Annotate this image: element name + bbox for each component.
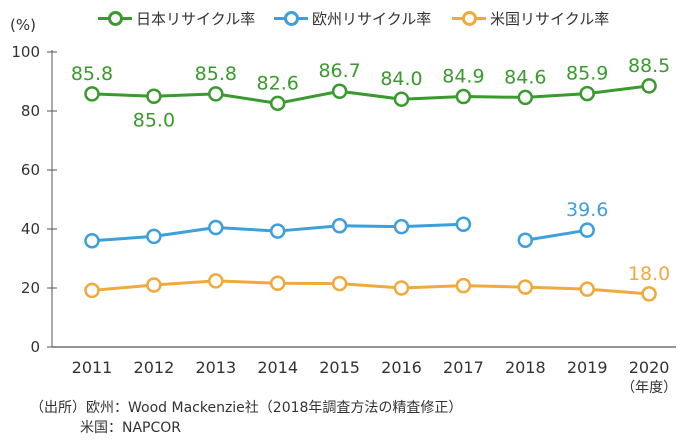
point-europe-2015	[331, 218, 348, 234]
legend-marker-japan	[108, 11, 123, 26]
x-tick-label-2016: 2016	[381, 358, 422, 377]
point-us-2012	[146, 277, 162, 293]
data-label-japan-2018: 84.6	[504, 66, 546, 88]
x-tick-label-2014: 2014	[257, 358, 298, 377]
series-line-japan-0	[91, 84, 650, 105]
legend-item-us: 米国リサイクル率	[452, 6, 609, 30]
point-us-2020	[641, 286, 657, 302]
point-us-2011	[84, 282, 100, 299]
legend: 日本リサイクル率 欧州リサイクル率 米国リサイクル率	[0, 6, 690, 30]
data-label-japan-2020: 88.5	[628, 55, 670, 77]
point-japan-2019	[579, 85, 595, 102]
point-us-2018	[517, 279, 534, 295]
data-label-japan-2017: 84.9	[442, 66, 484, 88]
point-japan-2011	[84, 86, 100, 102]
point-us-2014	[269, 275, 286, 292]
source-line-2: 米国：NAPCOR	[80, 420, 182, 436]
y-tick-label-60: 60	[21, 161, 40, 179]
legend-item-europe: 欧州リサイクル率	[274, 6, 431, 30]
legend-swatch-japan	[98, 9, 132, 27]
x-tick-label-2017: 2017	[443, 358, 484, 377]
legend-label-europe: 欧州リサイクル率	[312, 9, 432, 28]
data-label-japan-2019: 85.9	[566, 63, 608, 85]
point-japan-2014	[269, 95, 286, 112]
point-japan-2017	[455, 88, 472, 105]
x-tick-label-2013: 2013	[195, 358, 236, 377]
point-us-2017	[455, 277, 472, 294]
x-tick-label-2019: 2019	[567, 358, 608, 377]
data-label-europe-2019: 39.6	[566, 199, 608, 221]
point-europe-2018	[517, 232, 534, 248]
legend-item-japan: 日本リサイクル率	[98, 6, 255, 30]
point-europe-2017	[455, 216, 472, 233]
point-europe-2019	[579, 222, 595, 238]
y-tick-label-40: 40	[21, 220, 40, 238]
point-japan-2018	[517, 89, 534, 106]
legend-label-japan: 日本リサイクル率	[136, 9, 256, 28]
x-tick-label-2011: 2011	[72, 358, 113, 377]
point-japan-2015	[331, 83, 348, 99]
point-us-2019	[579, 281, 595, 297]
source-line-1: （出所）欧州：Wood Mackenzie社（2018年調査方法の精査修正）	[30, 400, 463, 416]
y-tick-label-20: 20	[21, 279, 40, 297]
point-europe-2016	[393, 218, 410, 235]
y-tick-label-100: 100	[11, 43, 40, 61]
source-note: （出所）欧州：Wood Mackenzie社（2018年調査方法の精査修正） 米…	[30, 398, 462, 438]
point-japan-2016	[393, 91, 410, 107]
data-label-japan-2014: 82.6	[257, 72, 299, 94]
x-tick-label-2015: 2015	[319, 358, 360, 377]
data-label-japan-2015: 86.7	[318, 60, 360, 82]
x-tick-label-2018: 2018	[505, 358, 546, 377]
x-tick-label-2012: 2012	[134, 358, 175, 377]
data-label-japan-2013: 85.8	[195, 63, 237, 85]
series-line-us-0	[91, 279, 650, 296]
data-label-us-2020: 18.0	[628, 263, 670, 285]
legend-swatch-europe	[274, 9, 308, 27]
point-japan-2013	[208, 86, 224, 102]
legend-marker-europe	[284, 11, 299, 26]
point-japan-2012	[146, 88, 162, 104]
data-label-japan-2016: 84.0	[380, 68, 422, 90]
data-label-japan-2011: 85.8	[71, 63, 113, 85]
legend-label-us: 米国リサイクル率	[490, 9, 610, 28]
y-tick-label-80: 80	[21, 102, 40, 120]
point-japan-2020	[641, 78, 657, 94]
point-us-2015	[331, 275, 348, 292]
data-label-japan-2012: 85.0	[133, 109, 175, 131]
point-europe-2012	[146, 228, 162, 245]
x-axis-unit: （年度）	[621, 380, 677, 396]
x-tick-label-2020: 2020	[629, 358, 670, 377]
point-us-2016	[393, 280, 410, 296]
point-europe-2014	[269, 223, 286, 239]
y-tick-label-0: 0	[30, 338, 40, 356]
series-line-europe-1	[525, 228, 588, 242]
legend-swatch-us	[452, 9, 486, 27]
point-europe-2011	[84, 233, 100, 249]
point-europe-2013	[208, 219, 224, 236]
y-axis-unit: (%)	[10, 16, 36, 34]
legend-marker-us	[462, 11, 477, 26]
point-us-2013	[208, 273, 224, 289]
